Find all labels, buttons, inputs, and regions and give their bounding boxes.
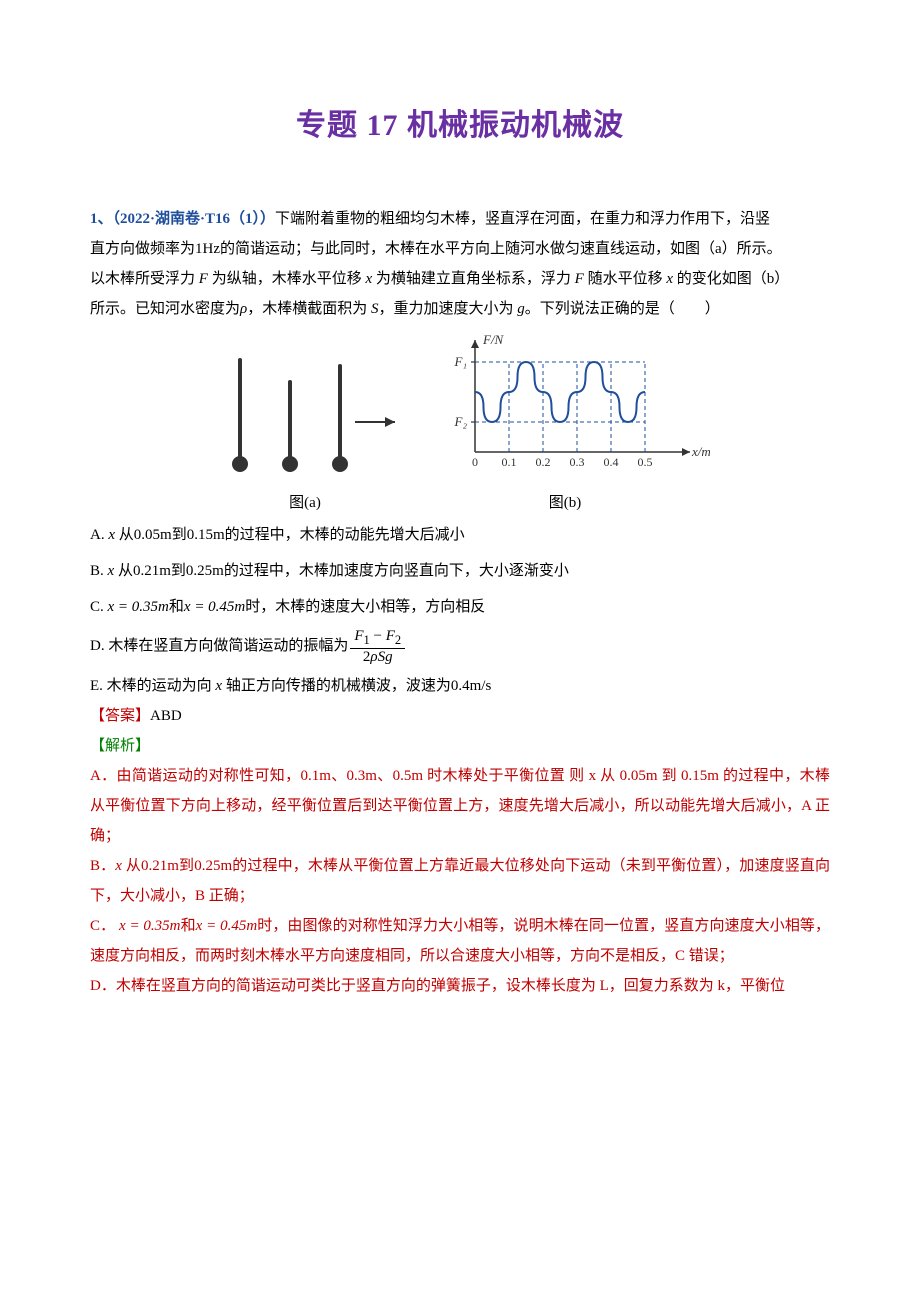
e-eq: x = 0.35m: [119, 918, 181, 934]
option-D: D. 木棒在竖直方向做简谐运动的振幅为F1 − F22ρSg: [90, 628, 830, 665]
svg-text:0.1: 0.1: [502, 455, 517, 469]
opt-val: 0.4m/s: [451, 678, 491, 694]
options: A. x 从0.05m到0.15m的过程中，木棒的动能先增大后减小 B. x 从…: [90, 520, 830, 701]
opt-text: 的过程中，木棒的动能先增大后减小: [225, 527, 465, 543]
opt-text: 到: [171, 563, 186, 579]
var-F: F: [199, 271, 208, 287]
amp-fraction: F1 − F22ρSg: [350, 628, 405, 665]
question-stem-line4: 所示。已知河水密度为ρ，木棒横截面积为 S，重力加速度大小为 g。下列说法正确的…: [90, 294, 830, 324]
explain-C: C． x = 0.35m和x = 0.45m时，由图像的对称性知浮力大小相等，说…: [90, 911, 830, 971]
e-text: C．: [90, 918, 119, 934]
q-text: ，木棒横截面积为: [247, 301, 371, 317]
frac-F1: F: [354, 628, 363, 644]
svg-text:F₂: F₂: [454, 414, 468, 429]
q-text: 为纵轴，木棒水平位移: [208, 271, 366, 287]
answer-value: ABD: [150, 708, 182, 724]
e-text: 到: [179, 858, 194, 874]
e-text: 和: [181, 918, 196, 934]
page-title: 专题 17 机械振动机械波: [90, 100, 830, 144]
opt-label: D. 木棒在竖直方向做简谐运动的振幅为: [90, 638, 348, 654]
opt-val: 0.21m: [133, 563, 171, 579]
svg-text:0.2: 0.2: [536, 455, 551, 469]
explain-D: D．木棒在竖直方向的简谐运动可类比于竖直方向的弹簧振子，设木棒长度为 L，回复力…: [90, 971, 830, 1001]
question-source: （2022·湖南卷·T16（1））: [113, 211, 276, 227]
opt-text: 和: [169, 599, 184, 615]
q-text: 以木棒所受浮力: [90, 271, 199, 287]
answer-label: 【答案】: [90, 708, 150, 724]
e-text: B．: [90, 858, 115, 874]
q-text: 的简谐运动；与此同时，木棒在水平方向上随河水做匀速直线运动，如图（a）所示。: [220, 241, 782, 257]
explain-label-line: 【解析】: [90, 731, 830, 761]
var-x: x: [666, 271, 673, 287]
opt-text: 轴正方向传播的机械横波，波速为: [222, 678, 451, 694]
opt-eq: x = 0.45m: [184, 599, 245, 615]
q-text: 直方向做频率为: [90, 241, 195, 257]
svg-text:x/m: x/m: [691, 444, 710, 459]
q-text: 下端附着重物的粗细均匀木棒，竖直浮在河面，在重力和浮力作用下，沿竖: [275, 211, 770, 227]
var-x: x: [115, 858, 122, 874]
e-text: 从: [122, 858, 141, 874]
q-text: 。下列说法正确的是（ ）: [525, 301, 720, 317]
svg-text:F/N: F/N: [482, 332, 505, 347]
opt-text: 从: [114, 563, 133, 579]
question-number: 1、: [90, 211, 113, 227]
question-stem-line1: 1、（2022·湖南卷·T16（1））下端附着重物的粗细均匀木棒，竖直浮在河面，…: [90, 204, 830, 234]
explain-A: A．由简谐运动的对称性可知，0.1m、0.3m、0.5m 时木棒处于平衡位置 则…: [90, 761, 830, 851]
e-val: 0.21m: [141, 858, 179, 874]
frac-minus: −: [370, 628, 386, 644]
frac-g: g: [385, 649, 393, 665]
opt-text: 时，木棒的速度大小相等，方向相反: [245, 599, 485, 615]
var-g: g: [517, 301, 525, 317]
opt-label: A.: [90, 527, 108, 543]
var-x: x: [108, 527, 115, 543]
var-F: F: [575, 271, 584, 287]
question-stem-line2: 直方向做频率为1Hz的简谐运动；与此同时，木棒在水平方向上随河水做匀速直线运动，…: [90, 234, 830, 264]
question-stem-line3: 以木棒所受浮力 F 为纵轴，木棒水平位移 x 为横轴建立直角坐标系，浮力 F 随…: [90, 264, 830, 294]
answer-line: 【答案】ABD: [90, 701, 830, 731]
q-freq: 1Hz: [195, 241, 220, 257]
opt-label: E. 木棒的运动为向: [90, 678, 215, 694]
figure-a-wrap: 图(a): [210, 352, 400, 512]
option-B: B. x 从0.21m到0.25m的过程中，木棒加速度方向竖直向下，大小逐渐变小: [90, 556, 830, 586]
explain-B: B．x 从0.21m到0.25m的过程中，木棒从平衡位置上方靠近最大位移处向下运…: [90, 851, 830, 911]
opt-text: 的过程中，木棒加速度方向竖直向下，大小逐渐变小: [224, 563, 569, 579]
opt-val: 0.05m: [134, 527, 172, 543]
q-text: 为横轴建立直角坐标系，浮力: [372, 271, 575, 287]
svg-text:0: 0: [472, 455, 478, 469]
figure-b-wrap: 0 0.1 0.2 0.3 0.4 0.5 F/N x/m F₁ F₂ 图(b): [420, 332, 710, 512]
figure-a: [210, 352, 400, 482]
frac-S: S: [378, 649, 386, 665]
frac-rho: ρ: [370, 649, 377, 665]
opt-label: C.: [90, 599, 108, 615]
opt-val: 0.15m: [187, 527, 225, 543]
figure-a-caption: 图(a): [210, 491, 400, 512]
frac-F2: F: [386, 628, 395, 644]
q-text: 所示。已知河水密度为: [90, 301, 240, 317]
option-A: A. x 从0.05m到0.15m的过程中，木棒的动能先增大后减小: [90, 520, 830, 550]
option-E: E. 木棒的运动为向 x 轴正方向传播的机械横波，波速为0.4m/s: [90, 671, 830, 701]
svg-text:0.4: 0.4: [604, 455, 619, 469]
figures-row: 图(a) 0 0.1 0.2 0.3 0.4 0.5 F/N x/m F₁ F₂ 图(b): [90, 332, 830, 512]
svg-text:0.3: 0.3: [570, 455, 585, 469]
explain-label: 【解析】: [90, 738, 150, 754]
svg-text:0.5: 0.5: [638, 455, 653, 469]
frac-sub2: 2: [395, 633, 401, 647]
opt-val: 0.25m: [186, 563, 224, 579]
svg-text:F₁: F₁: [454, 354, 467, 369]
opt-label: B.: [90, 563, 108, 579]
opt-eq: x = 0.35m: [108, 599, 169, 615]
q-text: ，重力加速度大小为: [378, 301, 517, 317]
q-text: 随水平位移: [584, 271, 667, 287]
option-C: C. x = 0.35m和x = 0.45m时，木棒的速度大小相等，方向相反: [90, 592, 830, 622]
e-val: 0.25m: [194, 858, 232, 874]
figure-b: 0 0.1 0.2 0.3 0.4 0.5 F/N x/m F₁ F₂: [420, 332, 710, 482]
opt-text: 从: [115, 527, 134, 543]
q-text: 的变化如图（b）: [673, 271, 789, 287]
opt-text: 到: [172, 527, 187, 543]
e-eq: x = 0.45m: [196, 918, 258, 934]
page: 专题 17 机械振动机械波 1、（2022·湖南卷·T16（1））下端附着重物的…: [0, 0, 920, 1302]
figure-b-caption: 图(b): [420, 491, 710, 512]
